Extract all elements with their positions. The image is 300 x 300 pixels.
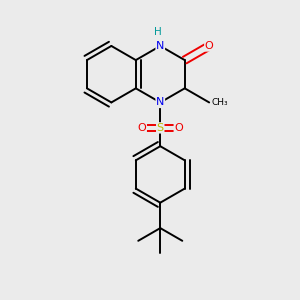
Text: H: H — [154, 27, 162, 37]
Text: O: O — [205, 41, 214, 51]
Text: O: O — [174, 123, 183, 133]
Text: N: N — [156, 41, 164, 51]
Text: CH₃: CH₃ — [211, 98, 228, 107]
Text: O: O — [137, 123, 146, 133]
Text: N: N — [156, 98, 164, 107]
Text: S: S — [157, 123, 164, 133]
